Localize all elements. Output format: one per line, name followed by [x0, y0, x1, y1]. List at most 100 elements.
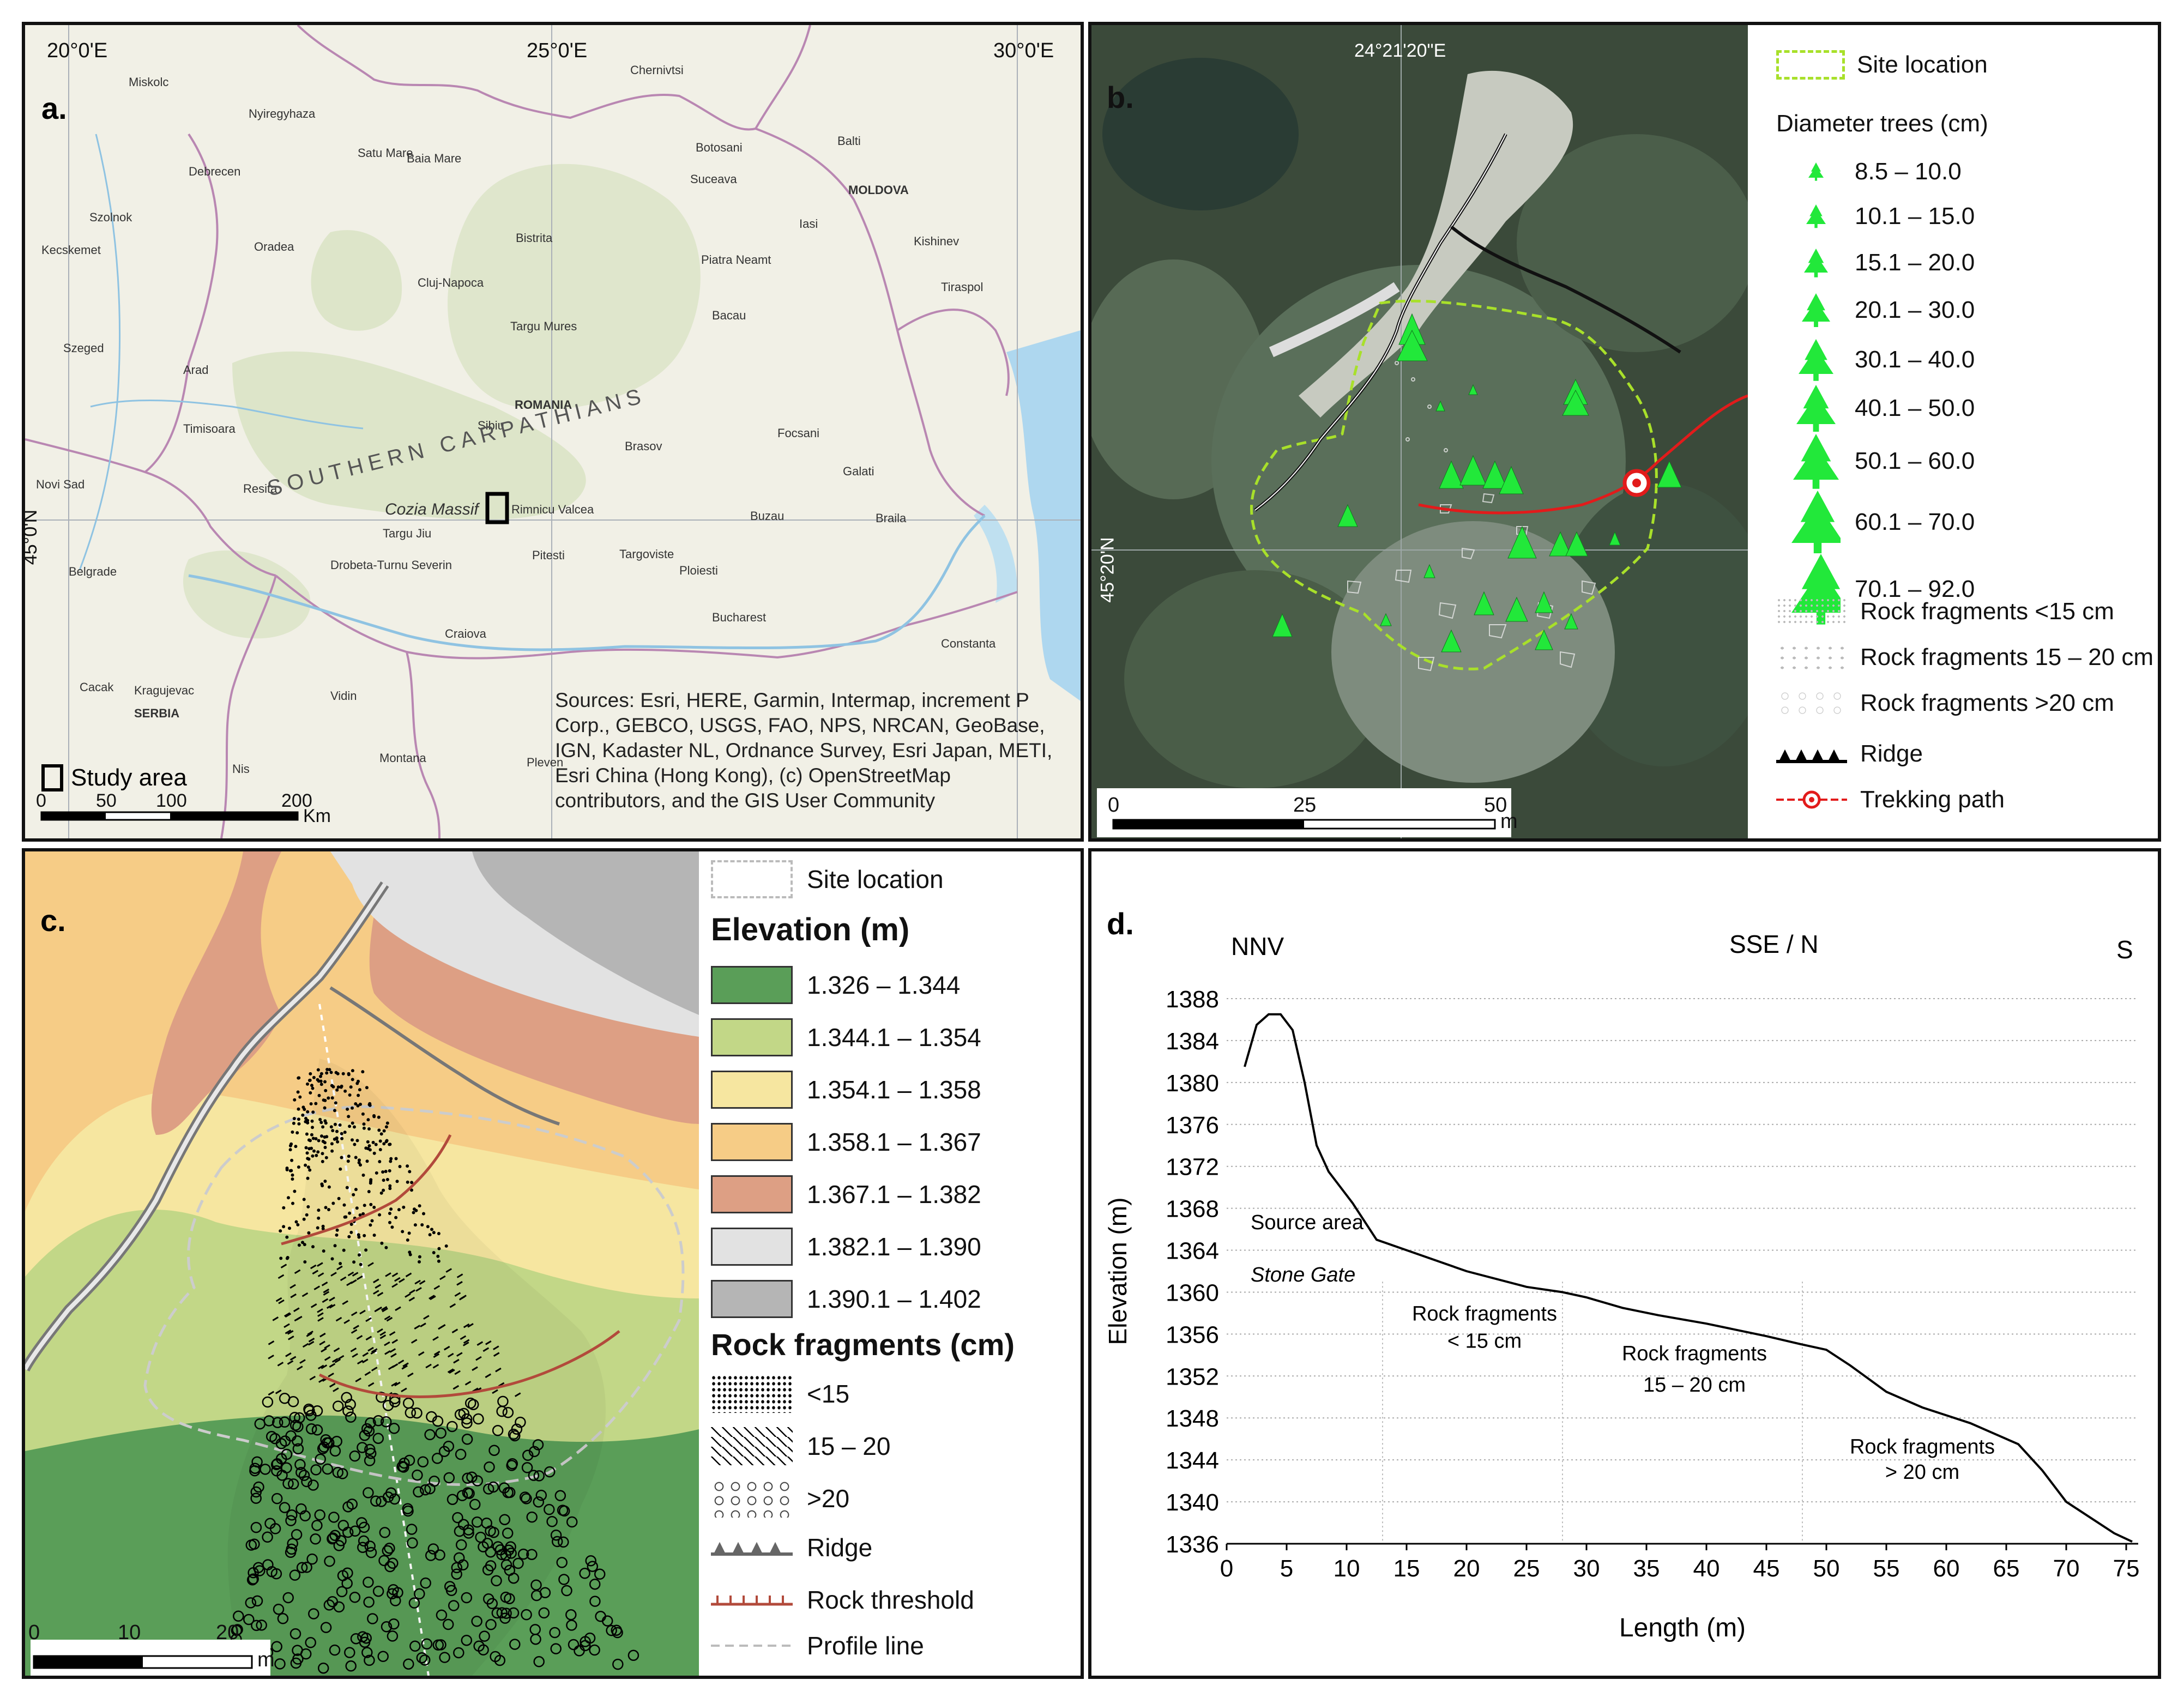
y-tick-label: 1348: [1166, 1405, 1219, 1432]
panel-d-label: d.: [1107, 907, 1134, 941]
lon-label: 24°21'20"E: [1354, 40, 1446, 61]
place-label: Vidin: [330, 689, 357, 703]
dir-right: S: [2116, 935, 2133, 964]
scale-tick: 100: [156, 790, 187, 811]
tree-class-label: 10.1 – 15.0: [1855, 203, 1975, 229]
tree-class-label: 20.1 – 30.0: [1855, 297, 1975, 324]
profile-annotation: Rock fragments: [1412, 1302, 1557, 1325]
legend-rock-gt20: >20: [711, 1479, 849, 1518]
site-orthophoto: [1091, 25, 1748, 838]
tree-class-row: 10.1 – 15.0: [1791, 203, 1975, 230]
place-label: Balti: [837, 134, 861, 148]
scale-tick: 25: [1293, 794, 1317, 817]
lat-label-45: 45°0'N: [22, 509, 41, 565]
scale-unit: Km: [303, 806, 331, 826]
place-label: Belgrade: [69, 565, 117, 578]
profile-annotation: Stone Gate: [1251, 1264, 1355, 1286]
tree-class-label: 50.1 – 60.0: [1855, 448, 1975, 475]
panel-d-profile-chart: d. NNV SSE / N S 1336 1340 1344 1348 1352 135…: [1088, 848, 2161, 1679]
place-label: Arad: [183, 363, 209, 377]
place-label: Pleven: [527, 756, 564, 769]
rock-threshold-icon: [711, 1596, 793, 1606]
ridge-icon: [711, 1542, 793, 1556]
place-label: Piatra Neamt: [701, 253, 771, 267]
rock-lt15-swatch: [711, 1375, 793, 1413]
elevation-swatch: [711, 1175, 793, 1213]
place-label: Pitesti: [532, 548, 565, 562]
place-label: Constanta: [941, 637, 996, 650]
tree-class-row: 15.1 – 20.0: [1791, 249, 1975, 277]
place-label: Galati: [843, 464, 874, 478]
place-label: Miskolc: [129, 75, 169, 89]
legend-rock-large: Rock fragments >20 cm: [1776, 689, 2114, 717]
legend-rock-lt15: <15: [711, 1375, 849, 1413]
place-label: Kragujevac: [134, 684, 195, 697]
elevation-swatch: [711, 1280, 793, 1318]
place-label: Targoviste: [619, 547, 674, 561]
place-label: Braila: [876, 511, 907, 525]
site-location-swatch: [1776, 50, 1845, 80]
study-area-legend: Study area: [41, 764, 187, 791]
y-tick-label: 1340: [1166, 1489, 1219, 1516]
lon-label-25: 25°0'E: [527, 39, 588, 62]
place-label: Botosani: [696, 141, 743, 154]
tree-class-row: 60.1 – 70.0: [1791, 491, 1975, 554]
y-tick-label: 1364: [1166, 1238, 1219, 1265]
scale-tick: 20: [216, 1621, 239, 1644]
panel-b-label: b.: [1107, 80, 1134, 114]
panel-c-legend: Site location Elevation (m) 1.326 – 1.34…: [699, 851, 1081, 1676]
place-label: Targu Mures: [510, 319, 577, 333]
tree-class-row: 40.1 – 50.0: [1791, 385, 1975, 432]
legend-site-location: Site location: [1776, 50, 1988, 80]
x-tick-label: 50: [1813, 1555, 1840, 1582]
place-label: Cacak: [80, 680, 114, 694]
elevation-class-row: 1.326 – 1.344: [711, 966, 960, 1004]
elevation-swatch: [711, 1018, 793, 1056]
x-tick-label: 40: [1693, 1555, 1720, 1582]
place-label: Oradea: [254, 240, 294, 253]
profile-chart: NNV SSE / N S 1336 1340 1344 1348 1352 1356 13…: [1103, 930, 2139, 1642]
legend-rock-title: Rock fragments (cm): [711, 1327, 1015, 1362]
trekking-path-icon: [1776, 790, 1847, 809]
y-tick-label: 1372: [1166, 1154, 1219, 1181]
place-label: Satu Mare: [358, 146, 413, 160]
x-tick-label: 70: [2053, 1555, 2080, 1582]
map-sources: Sources: Esri, HERE, Garmin, Intermap, i…: [555, 689, 1053, 812]
tree-class-label: 8.5 – 10.0: [1855, 158, 1962, 185]
place-label: Novi Sad: [36, 478, 85, 491]
place-label: Cluj-Napoca: [418, 276, 484, 289]
tree-icon: [1793, 434, 1839, 489]
y-tick-label: 1360: [1166, 1279, 1219, 1306]
place-label: Drobeta-Turnu Severin: [330, 558, 452, 572]
tree-icon: [1799, 339, 1833, 381]
elevation-class-row: 1.344.1 – 1.354: [711, 1018, 981, 1056]
tree-class-row: 8.5 – 10.0: [1791, 158, 1962, 185]
rock-mid-swatch: [1776, 643, 1847, 672]
elevation-class-row: 1.358.1 – 1.367: [711, 1123, 981, 1161]
scale-tick: 0: [28, 1621, 40, 1644]
legend-ridge-c: Ridge: [711, 1533, 872, 1562]
rock-gt20-swatch: [711, 1479, 793, 1518]
lon-label-20: 20°0'E: [47, 39, 108, 62]
elevation-class-label: 1.354.1 – 1.358: [807, 1075, 981, 1104]
place-label: Bacau: [712, 309, 746, 322]
tree-icon: [1802, 293, 1830, 328]
place-label: Iasi: [799, 217, 818, 231]
lat-label: 45°20'N: [1097, 537, 1118, 603]
profile-annotation: Rock fragments: [1622, 1342, 1767, 1365]
profile-annotation: 15 – 20 cm: [1643, 1374, 1746, 1397]
panel-a-label: a.: [41, 91, 67, 125]
place-label: Brasov: [625, 439, 662, 453]
legend-rock-threshold: Rock threshold: [711, 1585, 974, 1615]
elevation-class-label: 1.344.1 – 1.354: [807, 1023, 981, 1052]
x-tick-label: 20: [1453, 1555, 1480, 1582]
legend-trekking-path: Trekking path: [1776, 786, 2005, 813]
overview-map-canvas: [25, 25, 1081, 838]
tree-class-label: 70.1 – 92.0: [1855, 575, 1975, 602]
rock-large-swatch: [1776, 689, 1847, 717]
study-area-legend-label: Study area: [71, 764, 187, 791]
elevation-class-row: 1.367.1 – 1.382: [711, 1175, 981, 1213]
scale-tick: 200: [281, 790, 312, 811]
place-label: Nyiregyhaza: [249, 107, 316, 120]
x-tick-label: 30: [1573, 1555, 1600, 1582]
